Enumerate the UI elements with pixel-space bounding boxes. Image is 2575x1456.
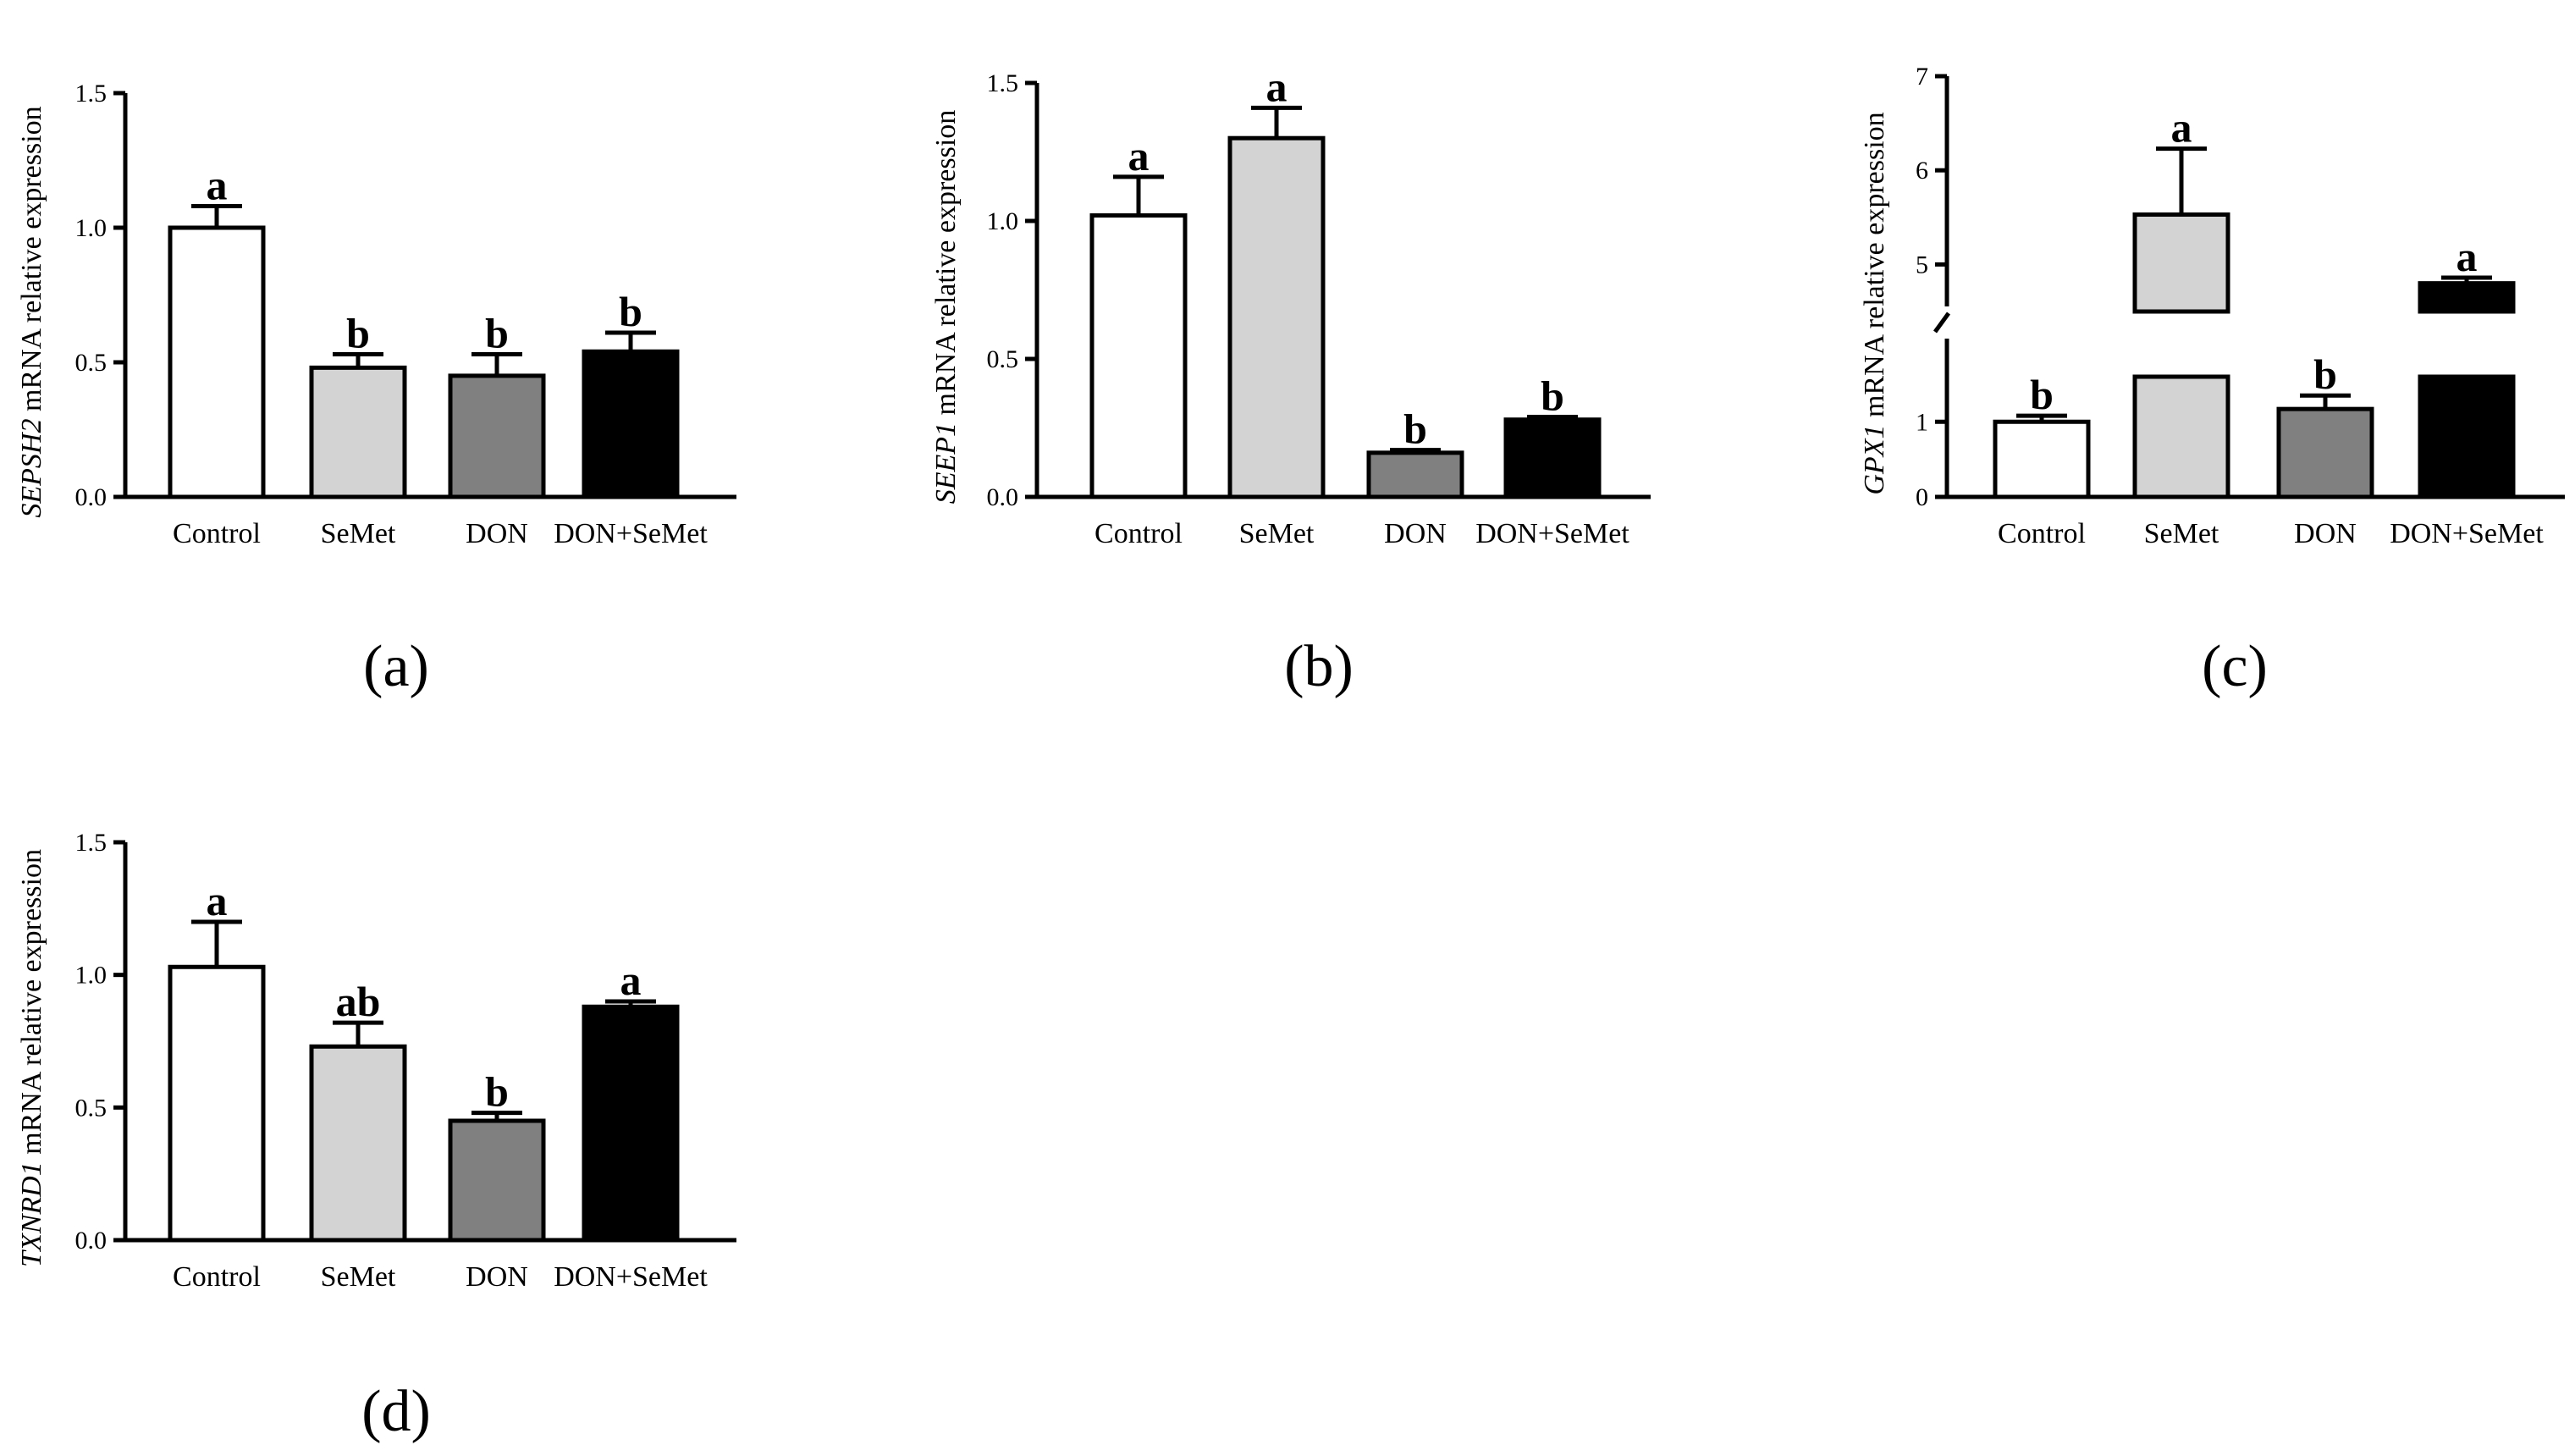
x-tick-label: SeMet [321,518,396,549]
bar-lower [2132,374,2230,499]
bar-lower [2418,374,2516,499]
bar-upper [2132,212,2230,314]
bar [1089,212,1188,499]
chart-panel-1: 0.0 0.5 1.0 1.5 SEPSH2 mRNA relative express… [16,80,736,699]
y-tick-label: 0.0 [75,1227,108,1255]
panel-label: (d) [361,1379,431,1444]
y-axis-label: SEEP1 mRNA relative expression [930,110,962,505]
significance-letter: b [2313,350,2337,398]
significance-letter: b [485,309,509,356]
significance-letter: b [2030,371,2054,418]
y-axis-label-text: mRNA relative expression [1859,112,1890,424]
bar [1227,135,1326,499]
x-tick-label: DON+SeMet [1475,518,1629,549]
bar [1993,419,2091,499]
significance-letter: a [620,957,642,1004]
y-tick-label: 1.5 [987,69,1019,97]
y-tick-label: 1.5 [75,80,108,108]
bar [309,365,407,499]
y-tick-label: 1.0 [987,207,1019,235]
y-axis-label-gene: SEPSH2 [16,419,47,518]
bar [168,225,266,499]
y-tick-label: 0.5 [75,349,108,377]
chart-panel-3: 0 1 5 6 7 GPX1 mRNA relative expression b Contr… [1859,63,2565,699]
x-tick-label: Control [1095,518,1183,549]
x-tick-label: DON+SeMet [554,518,708,549]
significance-letter: b [346,309,370,356]
chart-panel-2: 0.0 0.5 1.0 1.5 SEEP1 mRNA relative expressi… [930,63,1651,699]
y-tick-label: 0.5 [75,1094,108,1122]
significance-letter: a [2456,233,2478,280]
axis-break-mark [1933,312,1951,334]
x-tick-label: SeMet [1239,518,1315,549]
bar [582,1004,680,1243]
panel-label: (c) [2202,634,2268,699]
significance-letter: a [2171,104,2192,152]
y-tick-label: 5 [1916,251,1928,279]
bar [448,1118,546,1243]
y-tick-label: 7 [1916,63,1928,91]
y-axis-label: TXNRD1 mRNA relative expression [16,849,47,1267]
panel-label: (a) [363,634,429,699]
chart-panel-4: 0.0 0.5 1.0 1.5 TXNRD1 mRNA relative express… [16,829,736,1444]
bar [582,349,680,499]
significance-letter: b [1541,372,1564,419]
x-tick-label: DON [2294,518,2357,549]
x-tick-label: DON+SeMet [2390,518,2544,549]
y-axis-label-text: mRNA relative expression [930,110,962,422]
bar [1366,450,1464,499]
significance-letter: a [1266,63,1288,110]
y-tick-label: 0 [1916,483,1928,511]
x-tick-label: DON [466,518,528,549]
significance-letter: a [1128,132,1150,179]
y-axis-label-gene: SEEP1 [930,422,962,504]
x-tick-label: SeMet [321,1261,396,1293]
significance-letter: a [207,162,228,209]
y-axis-label-gene: GPX1 [1859,425,1890,495]
panel-label: (b) [1284,634,1354,699]
x-tick-label: DON [1384,518,1447,549]
y-axis-label-text: mRNA relative expression [16,849,47,1161]
x-tick-label: DON [466,1261,528,1293]
y-tick-label: 1.0 [75,214,108,242]
x-tick-label: Control [173,1261,261,1293]
bar [1503,417,1602,499]
bar [2276,406,2374,499]
significance-letter: b [485,1068,509,1116]
x-tick-label: Control [1998,518,2086,549]
y-tick-label: 0.5 [987,345,1019,373]
y-axis-label-gene: TXNRD1 [16,1161,47,1267]
x-tick-label: DON+SeMet [554,1261,708,1293]
significance-letter: ab [336,978,381,1025]
bar-upper [2418,281,2516,314]
significance-letter: b [1403,405,1427,453]
y-tick-label: 1 [1916,408,1928,436]
x-tick-label: Control [173,518,261,549]
bar [309,1044,407,1243]
y-axis-label-text: mRNA relative expression [16,106,47,418]
y-tick-label: 0.0 [987,483,1019,511]
y-axis-label: SEPSH2 mRNA relative expression [16,106,47,517]
bar [168,964,266,1243]
significance-letter: b [619,288,642,335]
x-tick-label: SeMet [2144,518,2219,549]
significance-letter: a [207,877,228,924]
y-tick-label: 6 [1916,157,1928,185]
y-tick-label: 0.0 [75,483,108,511]
y-tick-label: 1.5 [75,829,108,857]
y-tick-label: 1.0 [75,962,108,990]
y-axis-label: GPX1 mRNA relative expression [1859,112,1890,494]
bar [448,373,546,499]
